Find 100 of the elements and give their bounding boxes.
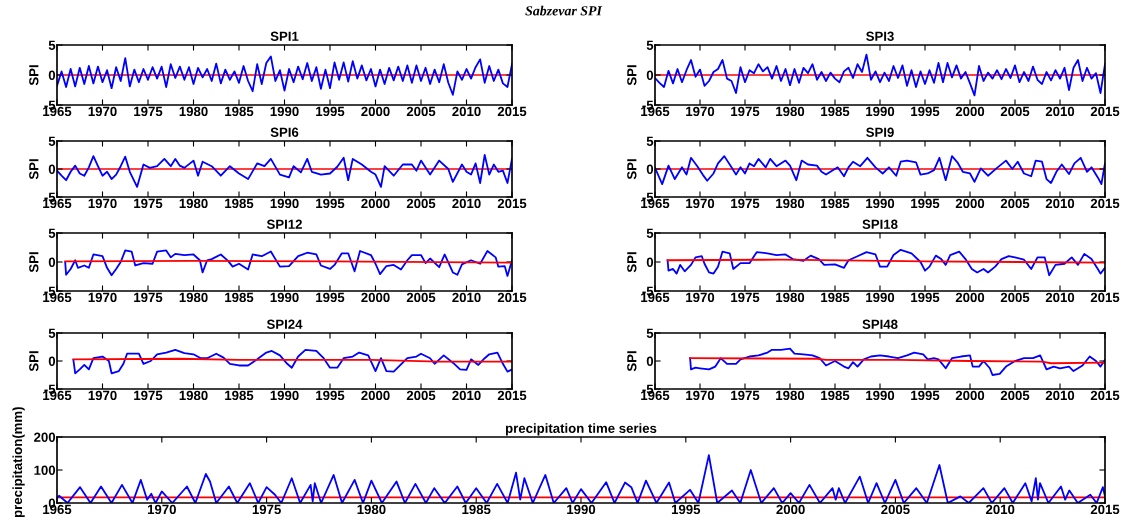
y-tick-label: 200	[34, 432, 56, 442]
chart-title: SPI48	[862, 319, 898, 329]
x-tick-label: 1980	[179, 106, 208, 117]
x-tick-label: 1990	[866, 106, 895, 117]
x-tick-label: 1985	[462, 504, 491, 515]
y-tick-label: 0	[48, 356, 56, 366]
x-tick-label: 1970	[686, 390, 715, 401]
x-tick-label: 1990	[270, 292, 299, 303]
x-tick-label: 1980	[179, 198, 208, 209]
text: Sabzevar SPI	[525, 5, 603, 16]
x-tick-label: 1975	[731, 292, 760, 303]
x-tick-label: 2005	[1000, 106, 1030, 117]
x-tick-label: 1980	[776, 106, 805, 117]
x-tick-label: 2000	[955, 106, 985, 117]
y-axis-title: SPI	[29, 252, 39, 273]
x-tick-label: 1975	[134, 106, 163, 117]
x-tick-label: 1985	[225, 292, 254, 303]
x-tick-label: 2000	[955, 198, 985, 209]
x-tick-label: 2000	[955, 292, 985, 303]
x-tick-label: 1995	[316, 106, 345, 117]
x-tick-label: 1975	[252, 504, 281, 515]
x-tick-label: 1995	[911, 292, 940, 303]
x-tick-label: 1970	[88, 106, 117, 117]
y-tick-label: 0	[48, 164, 56, 174]
x-tick-label: 1985	[821, 198, 850, 209]
x-tick-label: 2015	[1090, 390, 1120, 401]
x-tick-label: 2015	[497, 292, 527, 303]
x-tick-label: 1970	[88, 390, 117, 401]
x-tick-label: 2005	[1000, 390, 1030, 401]
x-tick-label: 2010	[985, 504, 1015, 515]
chart-title: SPI1	[270, 31, 299, 41]
y-tick-label: 5	[48, 228, 56, 238]
y-tick-label: 0	[48, 257, 56, 267]
y-tick-label: 0	[646, 164, 654, 174]
x-tick-label: 1995	[911, 106, 940, 117]
chart-title: SPI24	[266, 319, 303, 329]
y-tick-label: 5	[646, 328, 654, 338]
x-tick-label: 2010	[452, 390, 481, 401]
x-tick-label: 2010	[1045, 198, 1075, 209]
x-tick-label: 1980	[776, 198, 805, 209]
x-tick-label: 2010	[452, 198, 481, 209]
x-tick-label: 1985	[225, 390, 254, 401]
x-tick-label: 1990	[270, 106, 299, 117]
x-tick-label: 1995	[911, 390, 940, 401]
chart-title: precipitation time series	[505, 423, 657, 436]
x-tick-label: 2015	[1090, 106, 1120, 117]
x-tick-label: 1985	[821, 106, 850, 117]
x-tick-label: 1975	[134, 390, 163, 401]
x-tick-label: 2005	[881, 504, 910, 515]
x-tick-label: 1975	[731, 390, 760, 401]
x-tick-label: 1995	[671, 504, 701, 515]
y-tick-label: 5	[48, 136, 56, 146]
y-tick-label: 0	[646, 70, 654, 80]
chart-title: SPI3	[866, 31, 894, 41]
y-axis-title: SPI	[627, 159, 637, 180]
x-tick-label: 2005	[406, 198, 436, 209]
y-axis-title: SPI	[29, 159, 39, 180]
x-tick-label: 2010	[452, 106, 481, 117]
x-tick-label: 1990	[866, 292, 895, 303]
x-tick-label: 1985	[821, 390, 850, 401]
x-tick-label: 1975	[731, 198, 760, 209]
x-tick-label: 2000	[955, 390, 985, 401]
x-tick-label: 2000	[361, 390, 390, 401]
x-tick-label: 2015	[497, 106, 527, 117]
x-tick-label: 1970	[686, 292, 715, 303]
x-tick-label: 1990	[866, 198, 895, 209]
x-tick-label: 1980	[357, 504, 386, 515]
x-tick-label: 1970	[686, 106, 715, 117]
x-tick-label: 1990	[866, 390, 895, 401]
y-axis-title: SPI	[29, 351, 39, 372]
x-tick-label: 1985	[225, 198, 254, 209]
x-tick-label: 1985	[821, 292, 850, 303]
x-tick-label: 2005	[406, 390, 436, 401]
chart-title: SPI6	[270, 127, 299, 137]
y-tick-label: 5	[646, 136, 654, 146]
y-tick-label: 100	[34, 465, 56, 475]
y-tick-label: 0	[48, 70, 56, 80]
y-tick-label: 0	[646, 356, 654, 366]
x-tick-label: 2010	[1045, 106, 1075, 117]
x-tick-label: 1980	[776, 292, 805, 303]
x-tick-label: 1980	[776, 390, 805, 401]
x-tick-label: 1980	[179, 390, 208, 401]
x-tick-label: 1995	[316, 292, 345, 303]
x-tick-label: 2010	[1045, 292, 1075, 303]
x-tick-label: 1995	[911, 198, 940, 209]
x-tick-label: 1990	[270, 198, 299, 209]
x-tick-label: 2005	[406, 292, 436, 303]
x-tick-label: 2010	[452, 292, 481, 303]
x-tick-label: 2005	[406, 106, 436, 117]
x-tick-label: 2005	[1000, 292, 1030, 303]
x-tick-label: 1975	[731, 106, 760, 117]
x-tick-label: 2015	[497, 390, 527, 401]
y-tick-label: 5	[646, 228, 654, 238]
y-tick-label: 5	[48, 328, 56, 338]
y-axis-title: precipitation(mm)	[12, 407, 25, 518]
chart-title: SPI12	[266, 219, 302, 229]
y-axis-title: SPI	[627, 351, 637, 372]
y-axis-title: SPI	[29, 65, 39, 86]
x-tick-label: 2015	[497, 198, 527, 209]
x-tick-label: 1975	[134, 198, 163, 209]
